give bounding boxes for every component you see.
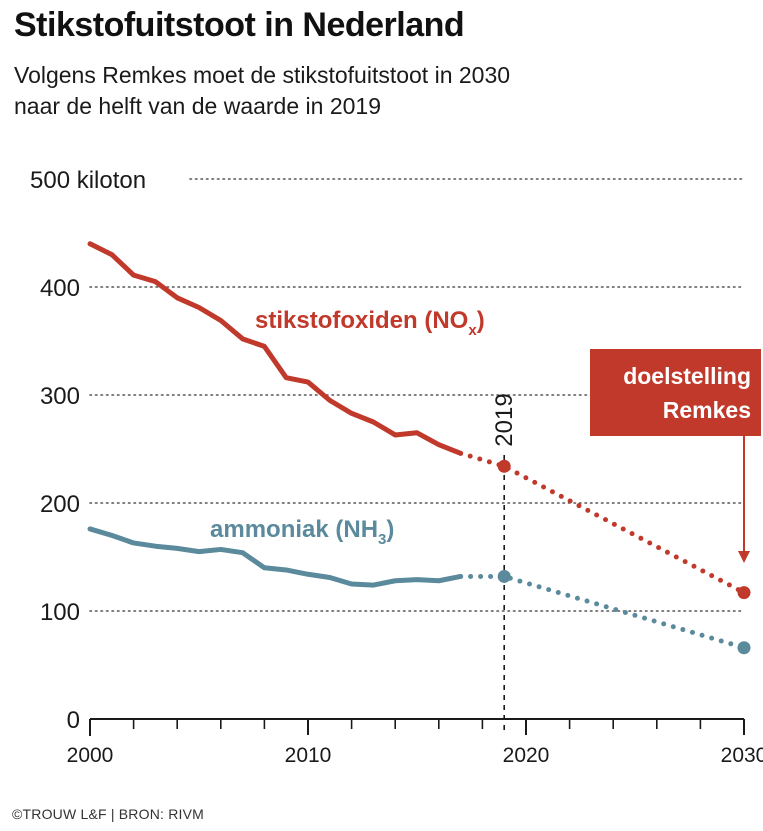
x-tick-label: 2030 [721, 744, 763, 767]
reference-year-label: 2019 [491, 393, 518, 446]
y-tick-label: 200 [40, 491, 80, 518]
nh3-marker [497, 569, 511, 583]
x-tick-label: 2010 [285, 744, 332, 767]
nh3-marker [737, 641, 751, 655]
nh3-line [87, 526, 464, 588]
y-tick-label: 0 [67, 707, 80, 734]
y-tick-label: 100 [40, 599, 80, 626]
target-label-line-1: doelstelling [623, 363, 751, 389]
chart-subtitle: Volgens Remkes moet de stikstofuitstoot … [14, 60, 510, 122]
reference-2019: 2019 [491, 393, 518, 731]
subtitle-line-1: Volgens Remkes moet de stikstofuitstoot … [14, 62, 511, 88]
target-label-line-2: Remkes [663, 397, 751, 423]
series-labels: stikstofoxiden (NOx) ammoniak (NH3) [210, 307, 485, 548]
nox-line [87, 241, 464, 456]
nh3-label: ammoniak (NH3) [210, 516, 394, 548]
nh3-projection [458, 573, 747, 651]
y-tick-label: 400 [40, 275, 80, 302]
nox-marker [497, 459, 511, 473]
target-arrow-head [738, 551, 750, 563]
nox-marker [737, 586, 751, 600]
subtitle-line-2: naar de helft van de waarde in 2019 [14, 93, 381, 119]
axes: 500 kiloton 400 300 200 100 0 2000 2010 2020 2030 [30, 167, 763, 767]
target-annotation: doelstelling Remkes [590, 349, 761, 563]
nox-label: stikstofoxiden (NOx) [255, 307, 485, 339]
x-tick-label: 2000 [67, 744, 114, 767]
series [87, 241, 751, 655]
y-tick-label: 300 [40, 383, 80, 410]
y-tick-label: 500 kiloton [30, 167, 146, 194]
chart-title: Stikstofuitstoot in Nederland [14, 6, 465, 44]
target-box [590, 349, 761, 436]
source-credit: ©TROUW L&F | BRON: RIVM [12, 806, 205, 822]
x-tick-label: 2020 [503, 744, 550, 767]
